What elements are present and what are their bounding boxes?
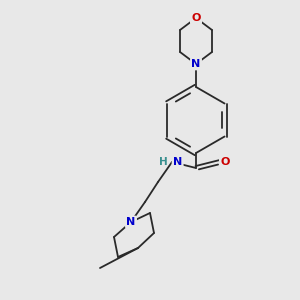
Text: N: N	[126, 217, 136, 227]
Text: O: O	[220, 157, 230, 167]
Text: H: H	[159, 157, 168, 167]
Text: N: N	[173, 157, 182, 167]
Text: N: N	[191, 59, 201, 69]
Text: O: O	[191, 13, 201, 23]
